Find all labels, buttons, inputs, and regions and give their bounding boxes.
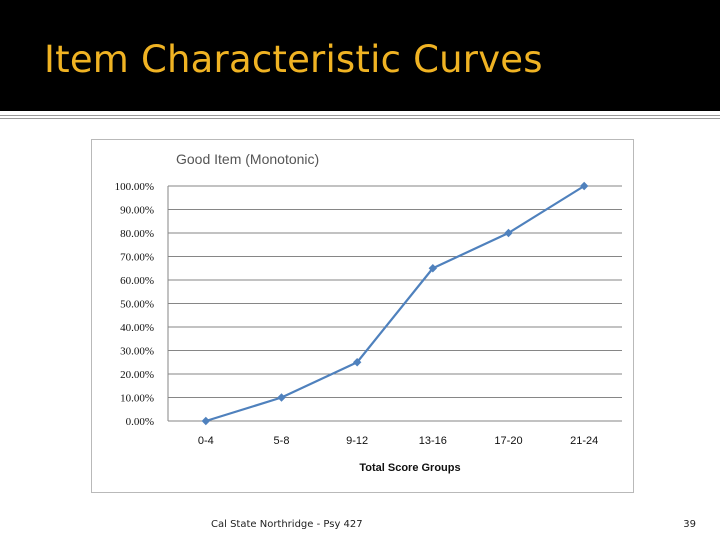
y-tick-label: 90.00% xyxy=(120,205,154,217)
x-tick-label: 17-20 xyxy=(494,435,522,447)
x-tick-label: 21-24 xyxy=(570,435,598,447)
chart-title: Good Item (Monotonic) xyxy=(176,151,319,167)
y-tick-label: 50.00% xyxy=(120,299,154,311)
data-point xyxy=(201,416,211,426)
series-line xyxy=(205,185,585,423)
x-tick-label: 5-8 xyxy=(274,435,290,447)
y-tick-label: 70.00% xyxy=(120,252,154,264)
y-tick-label: 40.00% xyxy=(120,322,154,334)
x-axis-title: Total Score Groups xyxy=(359,462,460,474)
chart-frame: Good Item (Monotonic) 0.00% 10.00% 20.00% 30… xyxy=(91,139,634,493)
y-tick-label: 20.00% xyxy=(120,369,154,381)
x-tick-label: 13-16 xyxy=(419,435,447,447)
y-tick-label: 10.00% xyxy=(120,393,154,405)
x-tick-label: 9-12 xyxy=(346,435,368,447)
slide-footer: Cal State Northridge - Psy 427 xyxy=(211,519,363,530)
line-chart: Good Item (Monotonic) 0.00% 10.00% 20.00% 30… xyxy=(115,151,622,474)
title-bar: Item Characteristic Curves xyxy=(0,0,720,111)
y-tick-label: 60.00% xyxy=(120,275,154,287)
data-point xyxy=(428,264,438,273)
slide-title: Item Characteristic Curves xyxy=(44,38,543,81)
data-point xyxy=(352,358,362,367)
y-tick-label: 100.00% xyxy=(115,181,154,193)
slide-page-number: 39 xyxy=(683,519,696,530)
data-point xyxy=(277,393,286,402)
title-divider-bottom xyxy=(0,118,720,119)
y-tick-label: 80.00% xyxy=(120,228,154,240)
x-tick-label: 0-4 xyxy=(198,435,214,447)
y-tick-label: 30.00% xyxy=(120,346,154,358)
y-tick-label: 0.00% xyxy=(126,416,154,428)
title-divider-top xyxy=(0,115,720,116)
